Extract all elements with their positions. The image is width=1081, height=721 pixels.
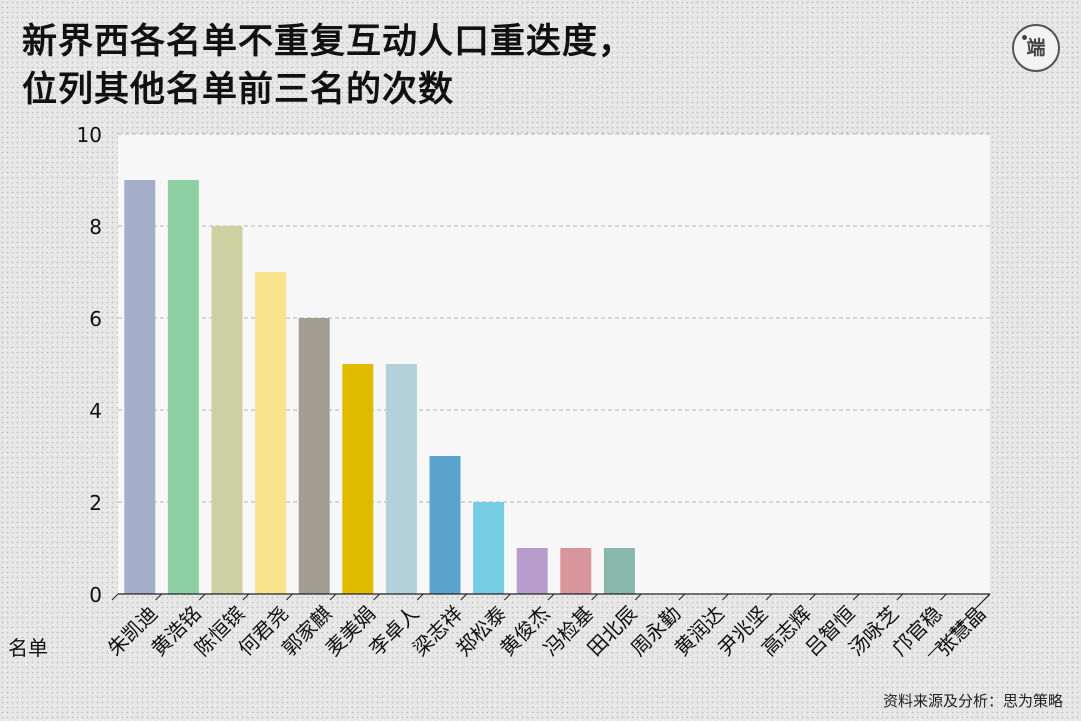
y-tick-label: 2 [89,491,102,515]
x-tick-mark [460,593,468,601]
bar [342,364,374,594]
x-tick-mark [547,593,555,601]
y-tick-label: 10 [77,123,102,147]
bar [603,548,635,594]
y-axis: 0 2 4 6 8 10 [77,123,102,607]
x-tick-mark [634,593,642,601]
x-tick-mark [286,593,293,601]
x-tick-mark [111,593,119,601]
y-tick-label: 4 [89,399,102,423]
bar [429,456,461,594]
x-tick-mark [896,593,904,601]
x-tick-mark [242,593,250,601]
x-tick-mark [809,593,816,601]
bar [560,548,592,594]
x-axis-edge [927,593,991,657]
x-tick-mark [983,593,991,601]
x-axis: 朱凯迪黄浩铭陈恒镔何君尧郭家麒麦美娟李卓人梁志祥郑松泰黄俊杰冯检基田北辰周永勤黄… [103,593,991,661]
x-tick-mark [722,593,729,601]
x-tick-mark [198,593,206,601]
bar [473,502,505,594]
x-tick-mark [940,593,947,601]
bars [124,180,635,594]
bar [124,180,156,594]
gridlines [118,133,990,503]
logo-icon: 端 [1012,24,1060,72]
logo-text: 端 [1026,37,1046,59]
plot-area [118,134,990,594]
y-tick-label: 6 [89,307,102,331]
x-tick-mark [155,593,162,601]
bar [167,180,199,594]
source-note: 资料来源及分析：思为策略 [882,692,1063,710]
bar [385,364,417,594]
x-tick-mark [373,593,380,601]
x-tick-mark [329,593,337,601]
logo-dot [1022,35,1027,40]
chart-title: 新界西各名单不重复互动人口重迭度， 位列其他名单前三名的次数 [22,18,634,114]
bar [255,272,287,594]
title-line-1: 新界西各名单不重复互动人口重迭度， [22,22,635,62]
x-tick-mark [765,593,773,601]
x-tick-mark [678,593,686,601]
x-tick-mark [852,593,860,601]
y-tick-label: 8 [89,215,102,239]
x-tick-mark [504,593,511,601]
bar [211,226,243,594]
y-tick-label: 0 [89,583,102,607]
x-tick-mark [591,593,598,601]
x-tick-mark [416,593,424,601]
x-tick-label: 张慧晶 [931,601,990,660]
bar [298,318,330,594]
bar [516,548,548,594]
title-line-2: 位列其他名单前三名的次数 [22,70,455,110]
x-axis-label: 名单 [8,636,48,660]
